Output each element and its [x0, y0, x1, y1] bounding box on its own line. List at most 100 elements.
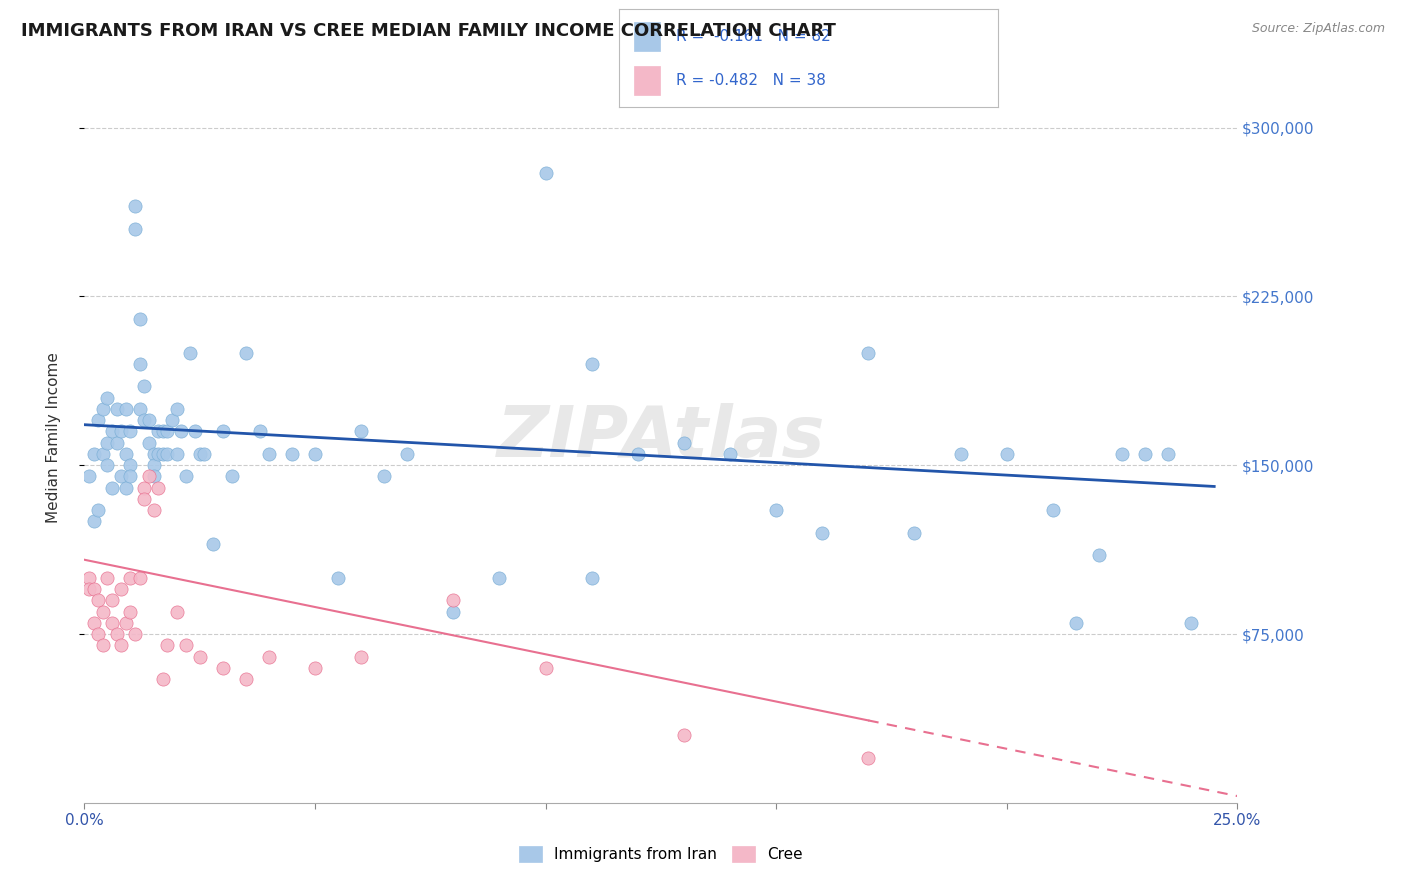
Point	[281, 447, 304, 461]
Point	[115, 447, 138, 461]
Text: ZIPAtlas: ZIPAtlas	[496, 402, 825, 472]
Point	[124, 222, 146, 236]
Point	[134, 413, 156, 427]
Point	[146, 481, 169, 495]
Point	[101, 593, 124, 607]
Point	[765, 503, 787, 517]
Point	[120, 425, 142, 439]
Point	[221, 469, 243, 483]
Point	[184, 425, 207, 439]
Point	[142, 458, 165, 473]
Point	[77, 582, 100, 596]
Point	[120, 458, 142, 473]
Point	[257, 649, 280, 664]
Point	[142, 503, 165, 517]
Point	[1180, 615, 1202, 630]
Point	[138, 435, 160, 450]
Point	[105, 627, 128, 641]
Point	[581, 571, 603, 585]
Point	[138, 469, 160, 483]
Point	[152, 672, 174, 686]
Point	[441, 593, 464, 607]
Point	[672, 435, 695, 450]
Point	[146, 425, 169, 439]
Point	[96, 435, 118, 450]
Point	[949, 447, 972, 461]
Point	[110, 638, 132, 652]
Point	[304, 447, 326, 461]
Point	[115, 481, 138, 495]
Point	[170, 425, 193, 439]
Point	[488, 571, 510, 585]
Point	[396, 447, 419, 461]
Point	[995, 447, 1018, 461]
Point	[1064, 615, 1087, 630]
Text: IMMIGRANTS FROM IRAN VS CREE MEDIAN FAMILY INCOME CORRELATION CHART: IMMIGRANTS FROM IRAN VS CREE MEDIAN FAMI…	[21, 22, 837, 40]
Point	[134, 481, 156, 495]
Point	[91, 447, 114, 461]
Point	[83, 615, 105, 630]
Point	[166, 605, 188, 619]
Point	[211, 425, 233, 439]
Point	[166, 401, 188, 416]
Point	[110, 425, 132, 439]
Point	[120, 469, 142, 483]
Point	[134, 379, 156, 393]
Point	[152, 425, 174, 439]
Point	[811, 525, 834, 540]
Point	[124, 199, 146, 213]
Point	[188, 447, 211, 461]
Point	[105, 435, 128, 450]
Point	[534, 166, 557, 180]
Point	[188, 649, 211, 664]
Point	[128, 312, 150, 326]
Point	[87, 627, 110, 641]
Point	[77, 469, 100, 483]
Point	[128, 401, 150, 416]
Point	[1133, 447, 1156, 461]
Point	[211, 661, 233, 675]
Point	[156, 638, 179, 652]
Point	[174, 638, 197, 652]
Point	[142, 447, 165, 461]
Point	[91, 638, 114, 652]
Point	[718, 447, 741, 461]
Text: Source: ZipAtlas.com: Source: ZipAtlas.com	[1251, 22, 1385, 36]
Point	[91, 605, 114, 619]
Point	[96, 571, 118, 585]
Bar	[634, 21, 661, 51]
Point	[672, 728, 695, 742]
Point	[160, 413, 183, 427]
Point	[110, 469, 132, 483]
Point	[235, 672, 257, 686]
Text: R = -0.482   N = 38: R = -0.482 N = 38	[675, 73, 825, 88]
Point	[1157, 447, 1180, 461]
Point	[83, 447, 105, 461]
Point	[1111, 447, 1133, 461]
Point	[166, 447, 188, 461]
Legend: Immigrants from Iran, Cree: Immigrants from Iran, Cree	[513, 840, 808, 868]
Point	[87, 503, 110, 517]
Point	[77, 571, 100, 585]
Point	[115, 401, 138, 416]
Point	[858, 345, 880, 359]
Point	[156, 447, 179, 461]
Bar	[634, 66, 661, 95]
Point	[156, 425, 179, 439]
Point	[101, 425, 124, 439]
Point	[138, 413, 160, 427]
Point	[202, 537, 225, 551]
Point	[120, 571, 142, 585]
Point	[105, 401, 128, 416]
Y-axis label: Median Family Income: Median Family Income	[46, 351, 60, 523]
Point	[903, 525, 925, 540]
Point	[152, 447, 174, 461]
Point	[373, 469, 395, 483]
Text: R =  -0.161   N = 82: R = -0.161 N = 82	[675, 29, 831, 44]
Point	[110, 582, 132, 596]
Point	[1042, 503, 1064, 517]
Point	[858, 751, 880, 765]
Point	[581, 357, 603, 371]
Point	[627, 447, 650, 461]
Point	[124, 627, 146, 641]
